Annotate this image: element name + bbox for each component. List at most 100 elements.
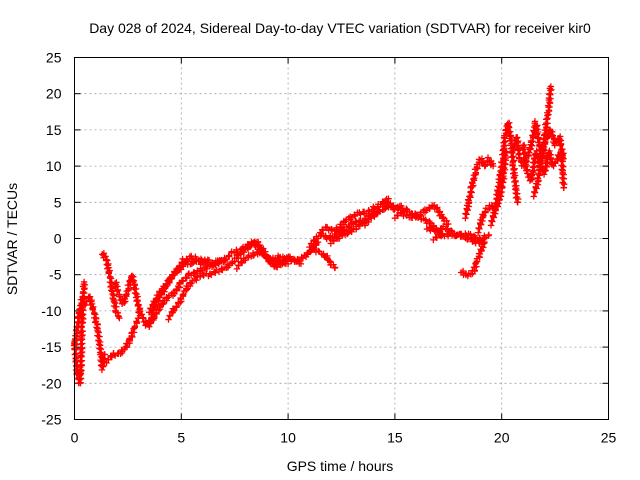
y-tick-label: 20 <box>46 86 62 102</box>
data-point <box>233 265 241 273</box>
series-track-m <box>242 238 322 265</box>
data-point <box>147 319 154 327</box>
data-point <box>323 223 331 231</box>
data-point <box>542 116 550 123</box>
data-point <box>85 293 93 300</box>
data-point <box>250 238 258 246</box>
data-point <box>81 301 89 309</box>
data-point <box>466 193 473 200</box>
y-tick-label: 15 <box>46 122 62 138</box>
y-tick-label: -10 <box>41 303 61 319</box>
x-tick-label: 15 <box>387 430 403 446</box>
data-point <box>179 291 187 299</box>
data-point <box>482 161 489 169</box>
y-tick-label: -15 <box>41 339 61 355</box>
data-point <box>479 239 486 247</box>
data-point <box>108 287 115 294</box>
data-point <box>480 244 487 251</box>
data-point <box>155 292 162 299</box>
data-point <box>79 328 86 335</box>
data-point <box>494 183 502 190</box>
data-point <box>470 175 477 183</box>
data-point <box>179 277 187 285</box>
y-tick-label: 10 <box>46 158 62 174</box>
data-point <box>511 178 518 186</box>
data-point <box>179 255 186 263</box>
data-point <box>547 155 555 163</box>
data-point <box>560 175 568 182</box>
data-point <box>529 168 536 175</box>
data-point <box>79 293 87 300</box>
series-track-y <box>487 119 522 229</box>
series-track-e <box>111 272 144 315</box>
data-point <box>398 209 406 216</box>
data-point <box>262 251 269 258</box>
data-point <box>535 171 542 178</box>
data-point <box>320 250 327 258</box>
data-point <box>530 133 537 140</box>
data-point <box>80 278 88 286</box>
y-tick-label: -25 <box>41 412 61 428</box>
data-point <box>116 293 123 300</box>
series-track-w <box>462 154 497 222</box>
series-track-c <box>81 293 109 374</box>
series-track-f <box>103 314 142 367</box>
data-point <box>509 161 516 169</box>
data-point <box>445 220 452 228</box>
series-track-ab <box>530 126 567 200</box>
data-point <box>530 188 538 196</box>
data-point <box>489 162 497 170</box>
data-point <box>114 287 121 294</box>
data-point <box>432 233 440 241</box>
series-track-v <box>457 238 487 280</box>
series-track-h <box>146 255 223 316</box>
data-point <box>176 263 184 270</box>
x-tick-label: 10 <box>280 430 296 446</box>
data-point <box>541 139 548 147</box>
data-point <box>226 253 233 260</box>
data-point <box>558 166 565 173</box>
series-track-s <box>391 201 452 228</box>
data-point <box>390 202 397 209</box>
data-point <box>93 324 100 331</box>
data-point <box>214 259 222 266</box>
x-tick-label: 5 <box>177 430 185 446</box>
data-point <box>146 309 153 316</box>
data-point <box>475 224 482 232</box>
data-point <box>468 189 475 196</box>
data-point <box>331 264 339 271</box>
data-point <box>224 260 232 268</box>
data-point <box>438 226 445 233</box>
data-point <box>155 307 162 314</box>
data-point <box>345 223 352 230</box>
data-point <box>481 208 489 216</box>
data-point <box>531 118 539 125</box>
data-point <box>551 159 559 166</box>
data-point <box>492 200 499 207</box>
data-point <box>531 189 539 196</box>
data-point <box>530 155 538 163</box>
data-point <box>560 155 567 163</box>
chart-title: Day 028 of 2024, Sidereal Day-to-day VTE… <box>89 20 591 36</box>
data-point <box>152 310 160 317</box>
data-point <box>547 83 555 90</box>
data-point <box>78 296 86 303</box>
x-tick-labels: 0 5 10 15 20 25 <box>71 430 617 446</box>
data-point <box>462 210 469 217</box>
data-point <box>497 167 504 175</box>
data-point <box>244 241 252 248</box>
data-point <box>433 205 440 212</box>
data-point <box>319 227 327 234</box>
data-point <box>75 319 83 326</box>
data-point <box>529 132 536 139</box>
data-point <box>444 225 451 232</box>
data-point <box>76 306 83 313</box>
data-point <box>206 270 214 277</box>
data-point <box>297 260 305 268</box>
data-point <box>439 214 447 221</box>
data-point <box>122 291 130 299</box>
data-point <box>81 281 89 289</box>
series-track-aa <box>519 141 568 192</box>
data-point <box>330 237 338 245</box>
